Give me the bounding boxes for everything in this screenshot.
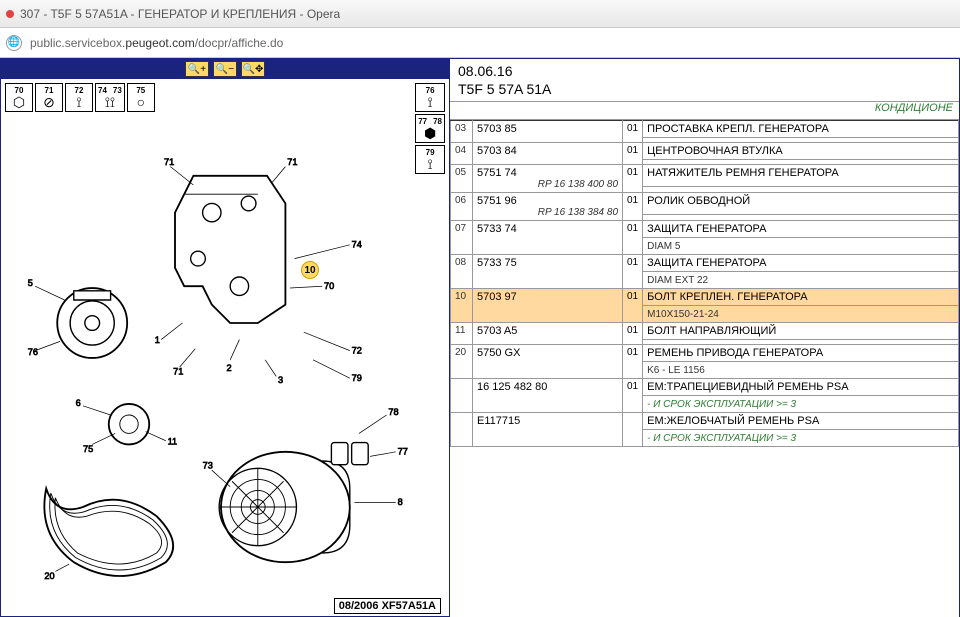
svg-text:71: 71 (287, 157, 297, 167)
part-thumb[interactable]: 70⬡ (5, 83, 33, 112)
svg-text:72: 72 (352, 345, 362, 355)
parts-row[interactable]: 055751 74RP 16 138 400 8001НАТЯЖИТЕЛЬ РЕ… (451, 165, 959, 187)
parts-row[interactable]: E117715EM:ЖЕЛОБЧАТЫЙ РЕМЕНЬ PSA (451, 413, 959, 430)
svg-text:70: 70 (324, 281, 334, 291)
parts-code: T5F 5 57A 51A (458, 81, 951, 97)
svg-text:77: 77 (398, 447, 408, 457)
pan-button[interactable]: 🔍✥ (241, 61, 265, 77)
window-title-bar: 307 - T5F 5 57A51A - ГЕНЕРАТОР И КРЕПЛЕН… (0, 0, 960, 28)
window-title: 307 - T5F 5 57A51A - ГЕНЕРАТОР И КРЕПЛЕН… (20, 7, 340, 21)
svg-text:1: 1 (155, 335, 160, 345)
svg-text:73: 73 (203, 460, 213, 470)
parts-row[interactable]: 045703 8401ЦЕНТРОВОЧНАЯ ВТУЛКА (451, 143, 959, 160)
diagram-toolbar: 🔍+ 🔍− 🔍✥ (1, 59, 449, 79)
svg-text:78: 78 (388, 407, 398, 417)
svg-text:75: 75 (83, 444, 93, 454)
parts-row[interactable]: 205750 GX01РЕМЕНЬ ПРИВОДА ГЕНЕРАТОРА (451, 345, 959, 362)
url-pre: public.servicebox. (30, 36, 125, 50)
svg-text:71: 71 (173, 367, 183, 377)
svg-text:6: 6 (76, 398, 81, 408)
svg-text:3: 3 (278, 375, 283, 385)
zoom-out-button[interactable]: 🔍− (213, 61, 237, 77)
parts-row[interactable]: 115703 A501БОЛТ НАПРАВЛЯЮЩИЙ (451, 323, 959, 340)
part-thumb[interactable]: 71⊘ (35, 83, 63, 112)
svg-text:79: 79 (352, 373, 362, 383)
svg-text:8: 8 (398, 497, 403, 507)
parts-row[interactable]: 105703 9701БОЛТ КРЕПЛЕН. ГЕНЕРАТОРА (451, 289, 959, 306)
diagram-footer-code: 08/2006 XF57A51A (334, 600, 441, 612)
parts-condition: КОНДИЦИОНЕ (450, 102, 959, 120)
svg-text:11: 11 (168, 436, 178, 446)
svg-text:20: 20 (44, 571, 54, 581)
globe-icon: 🌐 (6, 35, 22, 51)
parts-date: 08.06.16 (458, 63, 951, 79)
address-bar[interactable]: 🌐 public.servicebox.peugeot.com/docpr/af… (0, 28, 960, 58)
svg-text:74: 74 (352, 240, 362, 250)
parts-header: 08.06.16 T5F 5 57A 51A (450, 59, 959, 102)
svg-text:76: 76 (28, 347, 38, 357)
svg-text:71: 71 (164, 157, 174, 167)
url-path: /docpr/affiche.do (195, 36, 284, 50)
zoom-in-button[interactable]: 🔍+ (185, 61, 209, 77)
part-thumbnails-top: 70⬡71⊘72⟟7473⟟⟟75○ (5, 83, 155, 112)
parts-row[interactable]: 035703 8501ПРОСТАВКА КРЕПЛ. ГЕНЕРАТОРА (451, 121, 959, 138)
parts-table: 035703 8501ПРОСТАВКА КРЕПЛ. ГЕНЕРАТОРА 04… (450, 120, 959, 447)
parts-row[interactable]: 085733 7501ЗАЩИТА ГЕНЕРАТОРА (451, 255, 959, 272)
part-thumb[interactable]: 72⟟ (65, 83, 93, 112)
diagram-panel: 🔍+ 🔍− 🔍✥ 70⬡71⊘72⟟7473⟟⟟75○ 76⟟7778⬢79⟟ … (0, 58, 450, 617)
part-thumb[interactable]: 76⟟ (415, 83, 445, 112)
parts-row[interactable]: 065751 96RP 16 138 384 8001РОЛИК ОБВОДНО… (451, 193, 959, 215)
svg-text:2: 2 (227, 363, 232, 373)
exploded-diagram: 5 76 6 75 11 20 71 71 74 70 72 79 2 71 1… (11, 139, 431, 599)
part-thumb[interactable]: 7473⟟⟟ (95, 83, 125, 112)
diagram-area[interactable]: 70⬡71⊘72⟟7473⟟⟟75○ 76⟟7778⬢79⟟ 10 (1, 79, 449, 616)
parts-row[interactable]: 075733 7401ЗАЩИТА ГЕНЕРАТОРА (451, 221, 959, 238)
url-domain: peugeot.com (125, 36, 194, 50)
parts-list-panel: 08.06.16 T5F 5 57A 51A КОНДИЦИОНЕ 035703… (450, 58, 960, 617)
svg-text:5: 5 (28, 278, 33, 288)
parts-row[interactable]: 16 125 482 8001EM:ТРАПЕЦИЕВИДНЫЙ РЕМЕНЬ … (451, 379, 959, 396)
part-thumb[interactable]: 75○ (127, 83, 155, 112)
tab-indicator (6, 10, 14, 18)
